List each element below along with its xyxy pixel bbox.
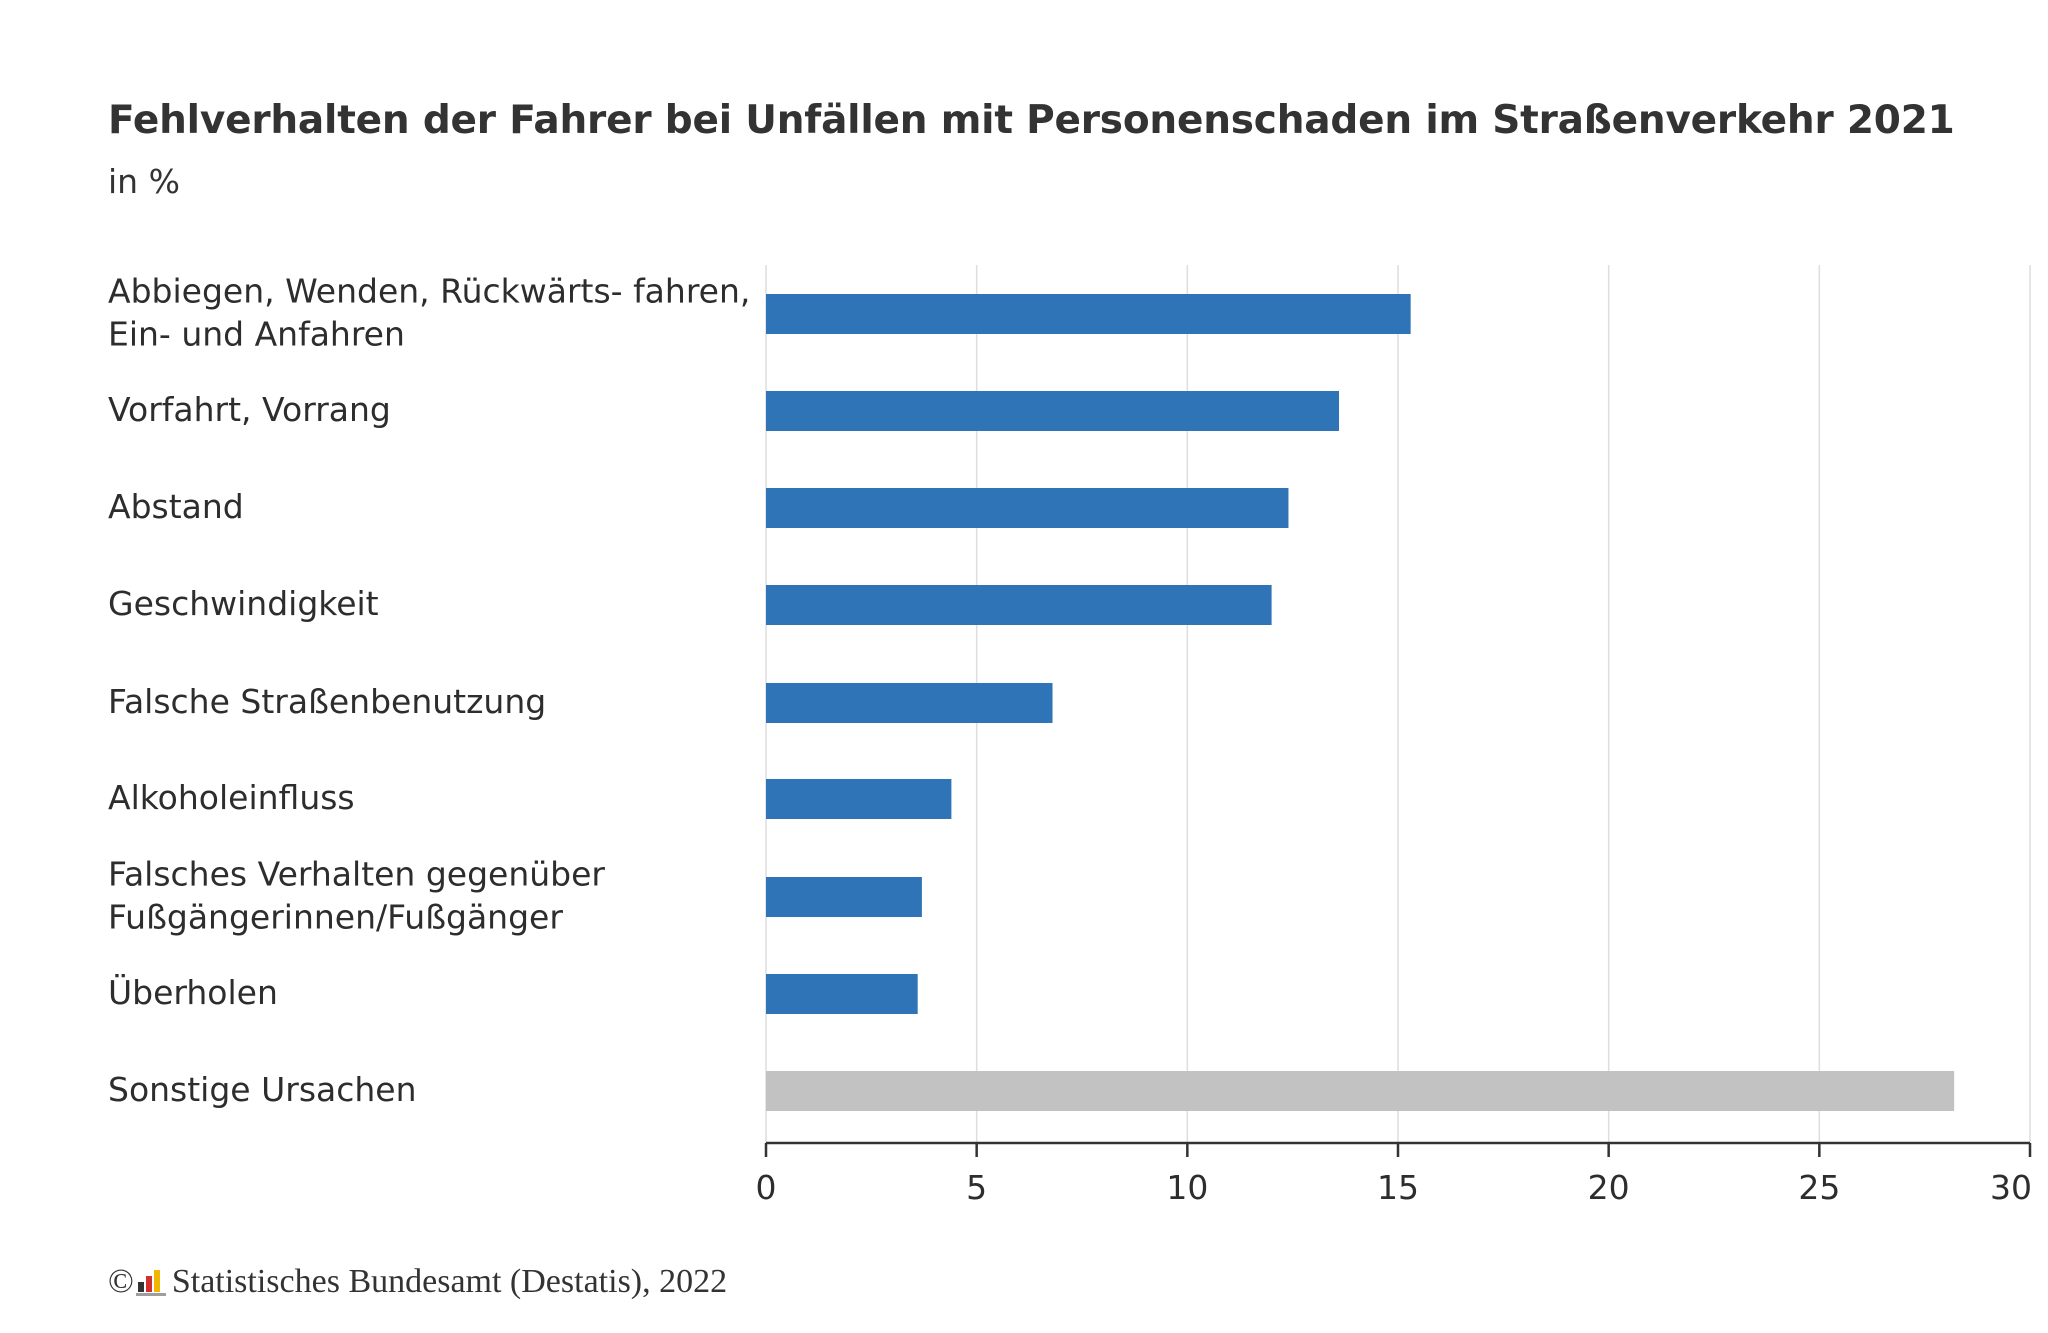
bar-1 — [766, 391, 1340, 431]
category-label-line: Überholen — [108, 972, 278, 1012]
x-tick-label-20: 20 — [1588, 1168, 1630, 1207]
category-label-line: Alkoholeinfluss — [108, 778, 355, 817]
category-label-5: Alkoholeinfluss — [108, 778, 355, 817]
bar-4 — [766, 683, 1053, 723]
category-label-line: Geschwindigkeit — [108, 584, 379, 623]
category-labels: Abbiegen, Wenden, Rückwärts- fahren, Ein-… — [108, 271, 750, 1109]
bar-0 — [766, 294, 1411, 334]
category-label-line: Vorfahrt, Vorrang — [108, 390, 391, 429]
category-label-7: Überholen — [108, 972, 278, 1012]
category-label-line: Sonstige Ursachen — [108, 1070, 417, 1109]
bar-6 — [766, 877, 922, 917]
bar-7 — [766, 974, 918, 1014]
bar-5 — [766, 779, 952, 819]
category-label-3: Geschwindigkeit — [108, 584, 379, 623]
category-label-line: Fußgängerinnen/Fußgänger — [108, 897, 563, 936]
source-footer: © Statistisches Bundesamt (Destatis), 20… — [108, 1263, 727, 1301]
category-label-4: Falsche Straßenbenutzung — [108, 682, 546, 721]
chart-title: Fehlverhalten der Fahrer bei Unfällen mi… — [108, 98, 1955, 143]
x-tick-label-15: 15 — [1377, 1168, 1419, 1207]
source-text: Statistisches Bundesamt (Destatis), 2022 — [171, 1263, 728, 1300]
x-tick-label-30: 30 — [1990, 1168, 2032, 1207]
category-label-line: Abbiegen, Wenden, Rückwärts- fahren, — [108, 271, 750, 310]
x-tick-label-5: 5 — [966, 1168, 987, 1207]
x-tick-label-10: 10 — [1166, 1168, 1208, 1207]
category-label-6: Falsches Verhalten gegenüber Fußgängerinn… — [108, 854, 605, 936]
category-label-line: Falsche Straßenbenutzung — [108, 682, 546, 721]
chart-subtitle: in % — [108, 162, 180, 201]
bar-3 — [766, 585, 1272, 625]
copyright-symbol: © — [108, 1263, 134, 1300]
x-tick-label-25: 25 — [1798, 1168, 1840, 1207]
category-label-line: Falsches Verhalten gegenüber — [108, 854, 605, 893]
category-label-1: Vorfahrt, Vorrang — [108, 390, 391, 429]
category-label-line: Ein- und Anfahren — [108, 314, 405, 353]
destatis-logo-icon — [135, 1268, 166, 1296]
bars — [766, 294, 1955, 1111]
x-axis: 0 5 10 15 20 25 30 — [756, 1141, 2032, 1207]
bar-8 — [766, 1071, 1955, 1111]
category-label-0: Abbiegen, Wenden, Rückwärts- fahren, Ein-… — [108, 271, 750, 353]
category-label-8: Sonstige Ursachen — [108, 1070, 417, 1109]
category-label-line: Abstand — [108, 487, 244, 526]
x-tick-label-0: 0 — [756, 1168, 777, 1207]
bar-2 — [766, 488, 1289, 528]
category-label-2: Abstand — [108, 487, 244, 526]
